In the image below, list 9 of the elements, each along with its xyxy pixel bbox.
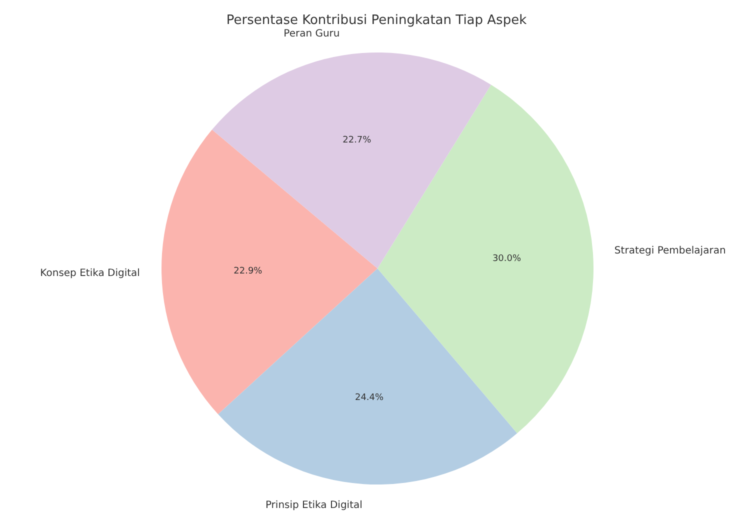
data-label: 22.7% — [342, 136, 372, 146]
slice-label: Strategi Pembelajaran — [614, 245, 726, 256]
data-label: 22.9% — [234, 266, 263, 276]
data-label: 30.0% — [492, 254, 522, 264]
slice-label: Peran Guru — [284, 28, 340, 40]
slice-label: Konsep Etika Digital — [40, 268, 140, 280]
data-label: 24.4% — [354, 392, 384, 403]
slice-label: Prinsip Etika Digital — [265, 500, 362, 512]
chart-title: Persentase Kontribusi Peningkatan Tiap Aspek — [226, 13, 528, 28]
